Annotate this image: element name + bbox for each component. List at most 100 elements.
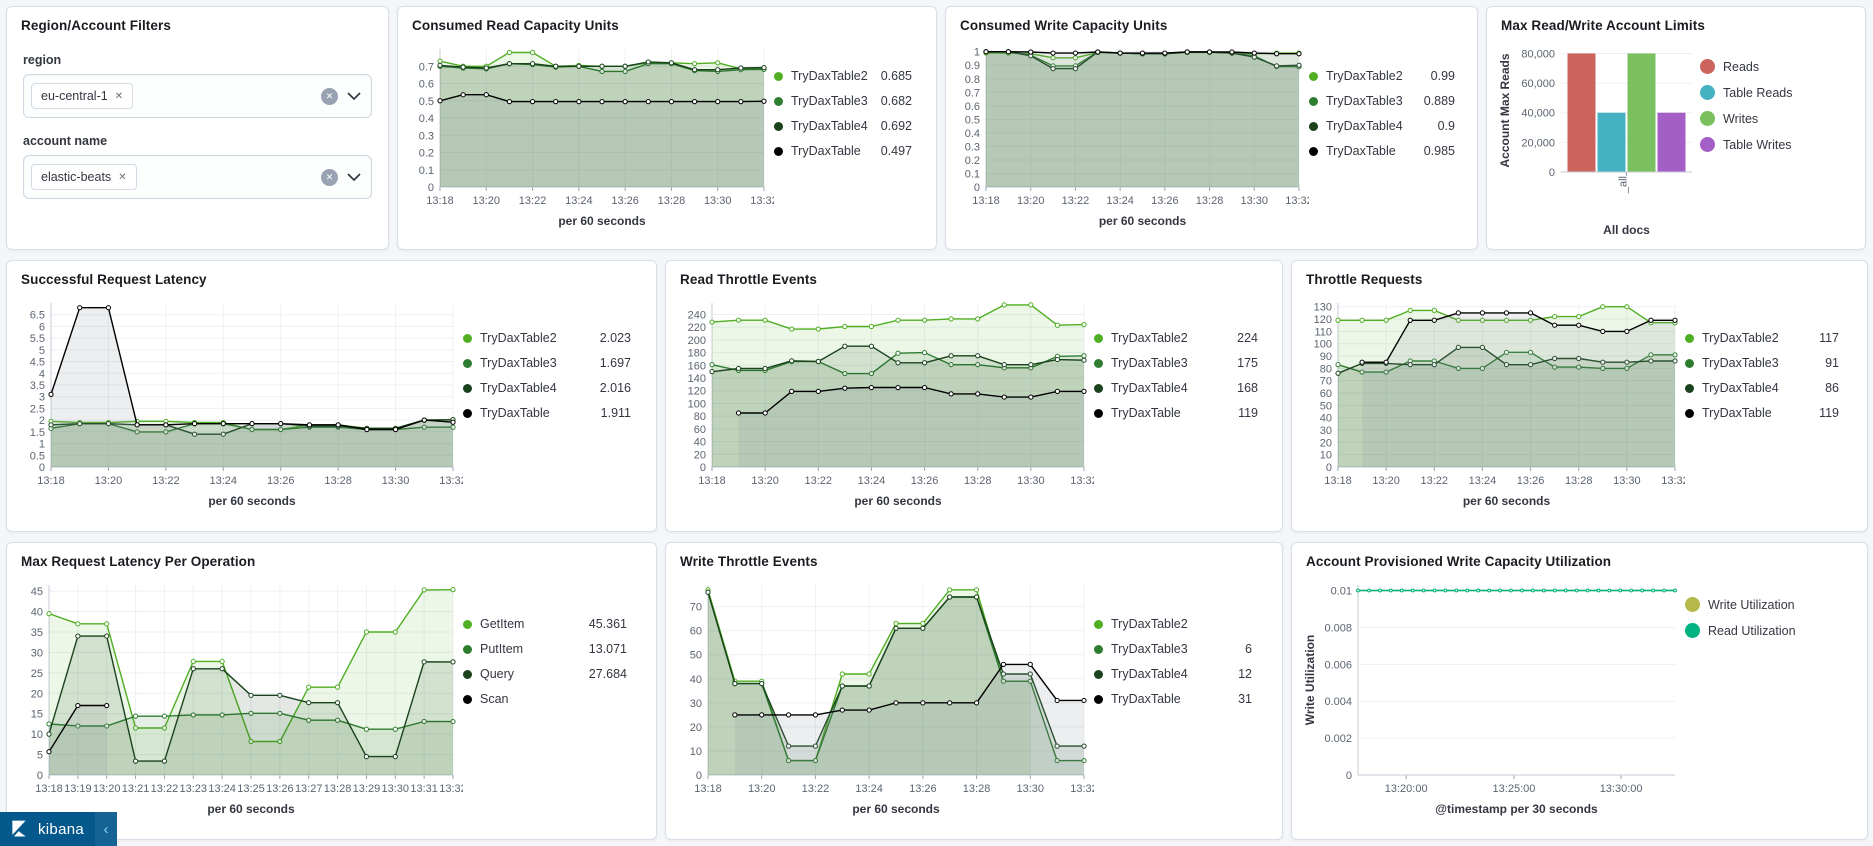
svg-text:13:24: 13:24 — [855, 783, 883, 795]
account-name-chip[interactable]: elastic-beats ✕ — [31, 164, 137, 190]
svg-text:0.1: 0.1 — [965, 168, 980, 180]
svg-text:60: 60 — [694, 424, 706, 436]
svg-text:3.5: 3.5 — [30, 380, 45, 392]
chart-legend: TryDaxTable2 0.685 TryDaxTable3 0.682 TryDax… — [774, 37, 916, 169]
legend-item-trydaxtable3[interactable]: TryDaxTable3 6 — [1094, 642, 1252, 656]
legend-item-query[interactable]: Query 27.684 — [463, 667, 627, 681]
legend-series-dot-icon — [1700, 111, 1715, 126]
legend-series-dot-icon — [463, 333, 472, 343]
panel-max-request-latency-per-operation: Max Request Latency Per Operation 0 5 10 15… — [6, 542, 657, 840]
svg-text:13:18: 13:18 — [972, 195, 1000, 207]
svg-text:13:18: 13:18 — [37, 475, 65, 487]
legend-series-name: TryDaxTable3 — [480, 356, 557, 370]
legend-series-name: TryDaxTable4 — [1111, 667, 1188, 681]
legend-item-trydaxtable2[interactable]: TryDaxTable2 — [1094, 617, 1252, 631]
legend-series-name: Scan — [480, 692, 509, 706]
svg-text:per 60 seconds: per 60 seconds — [558, 214, 646, 228]
legend-item-trydaxtable4[interactable]: TryDaxTable4 86 — [1685, 381, 1839, 395]
legend-item-trydaxtable2[interactable]: TryDaxTable2 0.685 — [774, 69, 912, 83]
legend-series-dot-icon — [1700, 137, 1715, 152]
legend-item-trydaxtable3[interactable]: TryDaxTable3 1.697 — [463, 356, 631, 370]
svg-text:13:20: 13:20 — [93, 783, 121, 795]
svg-text:200: 200 — [688, 335, 706, 347]
write-capacity-utilization-chart[interactable]: 0 0.002 0.004 0.006 0.008 0.01 13:20:00 13:25:0… — [1300, 573, 1685, 821]
svg-text:0: 0 — [428, 182, 434, 194]
svg-text:0: 0 — [696, 770, 702, 782]
panel-title: Throttle Requests — [1306, 272, 1423, 287]
legend-series-dot-icon — [1309, 96, 1318, 106]
max-account-limits-bar-chart[interactable]: 0 20,000 40,000 60,000 80,000 _all All docs Acc… — [1495, 37, 1700, 242]
legend-item-trydaxtable3[interactable]: TryDaxTable3 0.682 — [774, 94, 912, 108]
region-chip[interactable]: eu-central-1 ✕ — [31, 83, 134, 109]
clear-region-selection-icon[interactable]: ✕ — [321, 87, 338, 105]
legend-item-putitem[interactable]: PutItem 13.071 — [463, 642, 627, 656]
write-throttle-events-chart[interactable]: 0 10 20 30 40 50 60 70 13:18 13:20 13:22 13:24 13:26… — [674, 573, 1094, 821]
account-name-combobox[interactable]: elastic-beats ✕ ✕ — [23, 155, 372, 199]
collapse-sidebar-button[interactable]: ‹ — [95, 812, 118, 846]
svg-text:13:28: 13:28 — [658, 195, 686, 207]
legend-item-trydaxtable[interactable]: TryDaxTable 31 — [1094, 692, 1252, 706]
svg-text:70: 70 — [1320, 376, 1332, 388]
svg-text:13:18: 13:18 — [694, 783, 722, 795]
legend-item-reads[interactable]: Reads — [1700, 59, 1836, 74]
account-name-field-label: account name — [23, 134, 108, 148]
legend-item-write-utilization[interactable]: Write Utilization — [1685, 597, 1839, 612]
legend-item-getitem[interactable]: GetItem 45.361 — [463, 617, 627, 631]
legend-item-trydaxtable2[interactable]: TryDaxTable2 117 — [1685, 331, 1839, 345]
chevron-down-icon[interactable] — [347, 173, 361, 181]
svg-text:40: 40 — [690, 674, 702, 686]
legend-item-trydaxtable[interactable]: TryDaxTable 119 — [1094, 406, 1258, 420]
svg-text:13:20:00: 13:20:00 — [1385, 783, 1428, 795]
legend-item-scan[interactable]: Scan — [463, 692, 627, 706]
legend-item-trydaxtable4[interactable]: TryDaxTable4 0.9 — [1309, 119, 1455, 133]
svg-text:13:24: 13:24 — [210, 475, 238, 487]
svg-text:20,000: 20,000 — [1521, 137, 1555, 149]
legend-series-value: 2.023 — [599, 331, 631, 345]
legend-series-value: 175 — [1237, 356, 1258, 370]
consumed-read-capacity-chart[interactable]: 0 0.1 0.2 0.3 0.4 0.5 0.6 0.7 13:18 13:20 13:22 13:… — [406, 37, 774, 233]
consumed-write-capacity-chart[interactable]: 0 0.10.2 0.30.4 0.50.6 0.70.8 0.91 13:18 13:20 1… — [954, 37, 1309, 233]
legend-item-trydaxtable[interactable]: TryDaxTable 1.911 — [463, 406, 631, 420]
legend-item-trydaxtable4[interactable]: TryDaxTable4 12 — [1094, 667, 1252, 681]
region-combobox[interactable]: eu-central-1 ✕ ✕ — [23, 74, 372, 118]
clear-account-selection-icon[interactable]: ✕ — [321, 168, 338, 186]
legend-item-trydaxtable3[interactable]: TryDaxTable3 175 — [1094, 356, 1258, 370]
svg-text:13:30: 13:30 — [1017, 475, 1045, 487]
chart-legend: TryDaxTable2 0.99 TryDaxTable3 0.889 TryDaxT… — [1309, 37, 1459, 169]
svg-text:13:22: 13:22 — [1421, 475, 1449, 487]
svg-text:1: 1 — [974, 47, 980, 59]
chevron-down-icon[interactable] — [347, 92, 361, 100]
legend-item-trydaxtable2[interactable]: TryDaxTable2 2.023 — [463, 331, 631, 345]
legend-item-read-utilization[interactable]: Read Utilization — [1685, 623, 1839, 638]
legend-item-table-writes[interactable]: Table Writes — [1700, 137, 1836, 152]
svg-text:0.2: 0.2 — [965, 155, 980, 167]
svg-text:5: 5 — [37, 750, 43, 762]
legend-item-table-reads[interactable]: Table Reads — [1700, 85, 1836, 100]
remove-account-chip-icon[interactable]: ✕ — [118, 171, 127, 183]
svg-text:220: 220 — [688, 322, 706, 334]
legend-item-trydaxtable4[interactable]: TryDaxTable4 0.692 — [774, 119, 912, 133]
legend-series-dot-icon — [463, 619, 472, 629]
svg-text:0: 0 — [1326, 462, 1332, 474]
legend-item-trydaxtable2[interactable]: TryDaxTable2 224 — [1094, 331, 1258, 345]
legend-item-trydaxtable2[interactable]: TryDaxTable2 0.99 — [1309, 69, 1455, 83]
legend-item-trydaxtable[interactable]: TryDaxTable 0.985 — [1309, 144, 1455, 158]
successful-request-latency-chart[interactable]: 00.511.522.533.544.555.566.5 13:18 13:20 13… — [15, 291, 463, 513]
legend-item-trydaxtable4[interactable]: TryDaxTable4 2.016 — [463, 381, 631, 395]
legend-series-name: TryDaxTable4 — [1702, 381, 1779, 395]
svg-text:180: 180 — [688, 348, 706, 360]
remove-region-chip-icon[interactable]: ✕ — [114, 90, 124, 102]
legend-item-trydaxtable4[interactable]: TryDaxTable4 168 — [1094, 381, 1258, 395]
legend-item-trydaxtable3[interactable]: TryDaxTable3 91 — [1685, 356, 1839, 370]
svg-text:0.6: 0.6 — [965, 101, 980, 113]
legend-item-trydaxtable[interactable]: TryDaxTable 119 — [1685, 406, 1839, 420]
svg-text:13:28: 13:28 — [964, 475, 992, 487]
legend-item-trydaxtable[interactable]: TryDaxTable 0.497 — [774, 144, 912, 158]
legend-item-trydaxtable3[interactable]: TryDaxTable3 0.889 — [1309, 94, 1455, 108]
svg-text:per 60 seconds: per 60 seconds — [1099, 214, 1187, 228]
legend-item-writes[interactable]: Writes — [1700, 111, 1836, 126]
svg-text:13:22: 13:22 — [152, 475, 180, 487]
